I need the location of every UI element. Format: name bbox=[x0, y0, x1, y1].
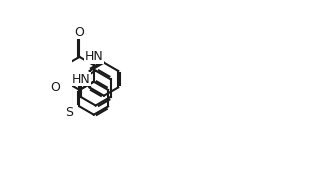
Text: HN: HN bbox=[71, 73, 90, 86]
Text: HN: HN bbox=[84, 50, 103, 63]
Text: O: O bbox=[75, 26, 84, 39]
Text: O: O bbox=[50, 81, 60, 94]
Text: S: S bbox=[65, 106, 73, 119]
